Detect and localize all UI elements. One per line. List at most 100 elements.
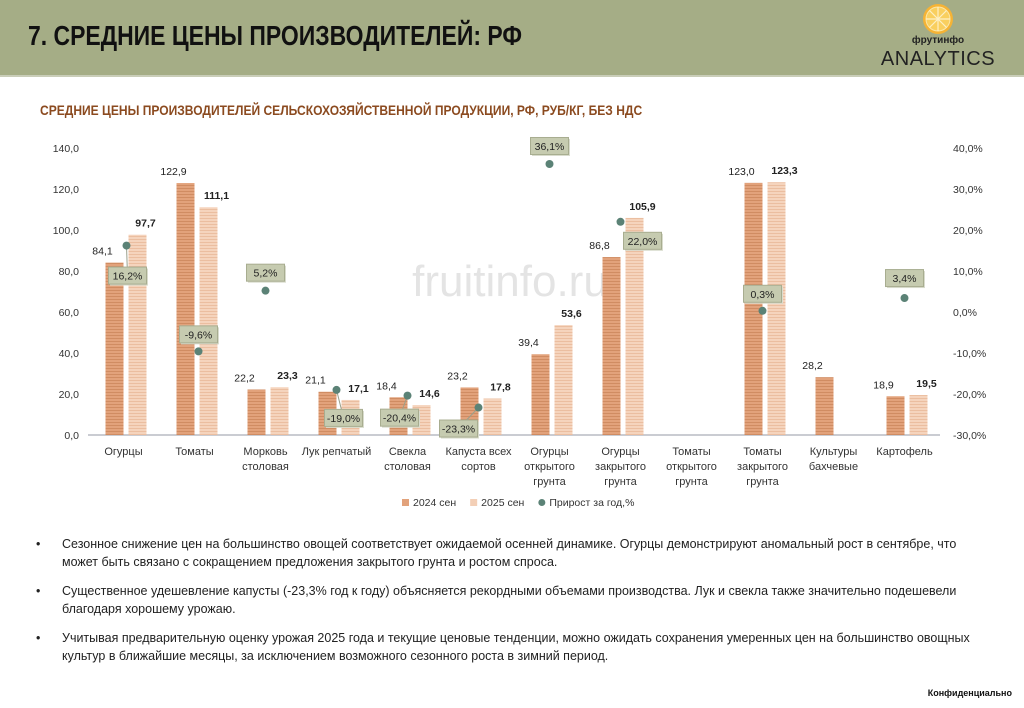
bar-value-label: 18,9: [873, 379, 894, 391]
growth-value-label: -9,6%: [185, 329, 212, 341]
header-bar: 7. СРЕДНИЕ ЦЕНЫ ПРОИЗВОДИТЕЛЕЙ: РФ фрути…: [0, 0, 1024, 77]
growth-label-box: [743, 284, 782, 303]
category-label: Томаты: [175, 446, 213, 458]
category-label: открытого: [666, 461, 717, 473]
growth-label-box: [380, 408, 419, 427]
growth-point: [758, 306, 767, 315]
growth-point: [261, 286, 270, 295]
growth-point: [545, 159, 554, 168]
growth-value-label: 3,4%: [893, 273, 917, 285]
bar-2025: [625, 217, 644, 435]
growth-value-label: -23,3%: [442, 424, 475, 436]
category-label: бахчевые: [809, 461, 858, 473]
y-left-tick-label: 140,0: [53, 143, 79, 155]
legend-label: Прирост за год,%: [549, 497, 634, 509]
logo-analytics: ANALYTICS: [880, 48, 996, 70]
category-label: Культуры: [810, 446, 858, 458]
growth-point: [474, 403, 483, 412]
bar-2025: [128, 234, 147, 435]
category-label: Свекла: [389, 446, 427, 458]
bar-2025: [554, 325, 573, 435]
y-left-tick-label: 0,0: [64, 430, 79, 442]
commentary-item: Существенное удешевление капусты (-23,3%…: [36, 582, 976, 618]
category-label: Лук репчатый: [302, 446, 372, 458]
category-label: Морковь: [243, 446, 287, 458]
bar-value-label: 19,5: [916, 378, 937, 390]
y-right-tick-label: -30,0%: [953, 430, 986, 442]
bar-2025: [270, 387, 289, 435]
y-right-tick-label: 20,0%: [953, 225, 983, 237]
y-left-tick-label: 20,0: [59, 389, 80, 401]
growth-point: [403, 391, 412, 400]
logo-brand: фрутинфо: [911, 35, 965, 46]
growth-label-box: [530, 136, 569, 155]
growth-value-label: -20,4%: [383, 413, 416, 425]
bar-value-label: 39,4: [518, 337, 539, 349]
orange-slice-icon: [923, 4, 953, 34]
bar-value-label: 21,1: [305, 375, 326, 387]
bar-value-label: 111,1: [204, 190, 229, 202]
category-label: открытого: [524, 461, 575, 473]
y-right-tick-label: 10,0%: [953, 266, 983, 278]
legend-swatch: [470, 499, 478, 506]
commentary-item: Учитывая предварительную оценку урожая 2…: [36, 629, 976, 665]
growth-label-box: [885, 269, 924, 288]
chart-title: СРЕДНИЕ ЦЕНЫ ПРОИЗВОДИТЕЛЕЙ СЕЛЬСКОХОЗЯЙ…: [40, 102, 643, 118]
y-left-tick-label: 40,0: [59, 348, 80, 360]
legend-label: 2025 сен: [481, 497, 524, 509]
growth-label-box: [246, 263, 285, 282]
growth-label-box: [324, 408, 363, 427]
bar-value-label: 17,8: [490, 382, 511, 394]
category-label: Томаты: [672, 446, 710, 458]
legend-swatch: [402, 499, 409, 506]
watermark: fruitinfo.ru: [412, 257, 608, 306]
category-label: грунта: [604, 476, 637, 488]
growth-value-label: 22,0%: [628, 236, 658, 248]
bar-2025: [767, 182, 786, 435]
category-label: закрытого: [595, 461, 646, 473]
growth-value-label: 36,1%: [535, 141, 565, 153]
category-label: Огурцы: [530, 446, 568, 458]
bar-value-label: 53,6: [561, 308, 582, 320]
bar-value-label: 17,1: [348, 383, 369, 395]
bar-value-label: 14,6: [419, 388, 440, 400]
category-label: грунта: [746, 476, 779, 488]
growth-point: [332, 385, 341, 394]
growth-value-label: 16,2%: [113, 271, 143, 283]
bar-2024: [602, 257, 621, 435]
bar-value-label: 86,8: [589, 240, 610, 252]
growth-value-label: -19,0%: [327, 413, 360, 425]
category-label: грунта: [533, 476, 566, 488]
bar-2024: [531, 354, 550, 435]
growth-value-label: 5,2%: [254, 268, 278, 280]
commentary-list: Сезонное снижение цен на большинство ово…: [36, 535, 976, 676]
category-label: столовая: [242, 461, 289, 473]
category-label: Картофель: [876, 446, 933, 458]
bar-value-label: 122,9: [160, 166, 186, 178]
bar-value-label: 28,2: [802, 360, 823, 372]
y-right-tick-label: 0,0%: [953, 307, 977, 319]
bar-value-label: 18,4: [376, 380, 397, 392]
commentary-item: Сезонное снижение цен на большинство ово…: [36, 535, 976, 571]
bar-value-label: 123,0: [728, 166, 754, 178]
growth-point: [194, 347, 203, 356]
bar-value-label: 23,3: [277, 370, 298, 382]
growth-label-box: [439, 419, 478, 438]
growth-label-box: [179, 325, 218, 344]
growth-label-box: [623, 231, 662, 250]
bar-value-label: 23,2: [447, 370, 468, 382]
bar-2024: [176, 183, 195, 435]
y-left-tick-label: 60,0: [59, 307, 80, 319]
legend-label: 2024 сен: [413, 497, 456, 509]
bar-value-label: 123,3: [771, 165, 797, 177]
category-label: Огурцы: [104, 446, 142, 458]
category-label: Огурцы: [601, 446, 639, 458]
bar-value-label: 84,1: [92, 246, 113, 258]
category-label: грунта: [675, 476, 708, 488]
growth-value-label: 0,3%: [751, 289, 775, 301]
growth-point: [616, 217, 625, 226]
category-label: Капуста всех: [445, 446, 512, 458]
y-left-tick-label: 120,0: [53, 184, 79, 196]
bar-2024: [815, 377, 834, 435]
bar-value-label: 105,9: [629, 201, 655, 213]
